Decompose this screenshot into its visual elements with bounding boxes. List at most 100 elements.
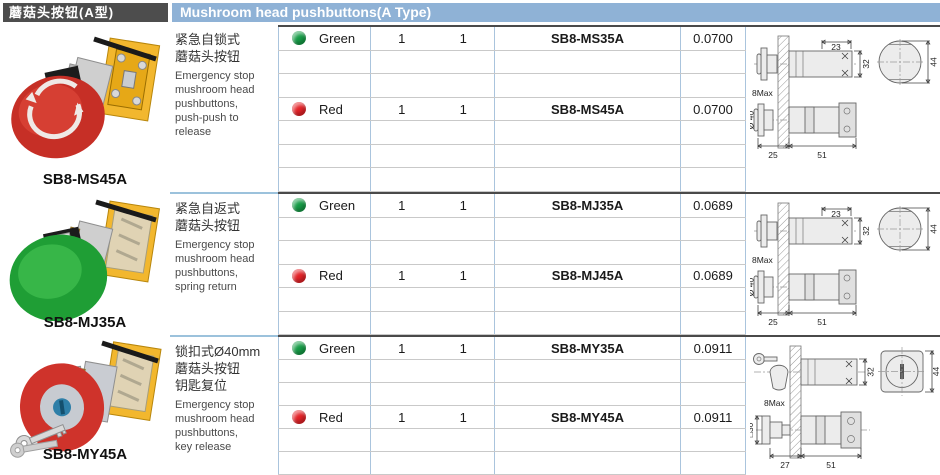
svg-text:27: 27 [780, 460, 790, 470]
table-row [278, 241, 746, 265]
contact-count-no: 1 [398, 30, 406, 46]
weight-value: 0.0911 [681, 337, 746, 359]
mushroom-dimension-drawing: 23 32 44 8Max [750, 202, 939, 327]
green-mushroom-button-photo [9, 199, 161, 321]
product-block-mj: SB8-MJ35A 紧急自返式 蘑菇头按钮 Emergency stop mus… [0, 192, 940, 335]
svg-text:□30: □30 [750, 422, 755, 437]
svg-text:51: 51 [817, 317, 827, 327]
table-row: Red 1 1 SB8-MJ45A 0.0689 [278, 264, 746, 288]
table-row [278, 429, 746, 452]
table-row [278, 288, 746, 312]
product-description: 锁扣式Ø40mm 蘑菇头按钮 钥匙复位 Emergency stop mushr… [170, 335, 278, 475]
table-row [278, 311, 746, 335]
contact-count-nc: 1 [459, 409, 467, 425]
product-blocks: SB8-MS45A 紧急自锁式 蘑菇头按钮 Emergency stop mus… [0, 25, 940, 475]
weight-value: 0.0911 [681, 406, 746, 428]
spec-table: Green 1 1 SB8-MY35A 0.0911 Red 1 1 SB8-MY4… [278, 337, 746, 475]
contact-count-no: 1 [398, 340, 406, 356]
svg-text:44: 44 [929, 224, 939, 234]
weight-value: 0.0689 [681, 194, 746, 217]
svg-text:8Max: 8Max [752, 88, 774, 98]
color-name: Green [319, 197, 356, 213]
description-english: Emergency stop mushroom head pushbuttons… [175, 69, 255, 139]
svg-text:Ø 40: Ø 40 [750, 111, 756, 130]
description-english: Emergency stop mushroom head pushbuttons… [175, 238, 255, 294]
red-color-dot [292, 410, 306, 424]
product-block-my: SB8-MY45A 锁扣式Ø40mm 蘑菇头按钮 钥匙复位 Emergency … [0, 335, 940, 475]
table-row [278, 168, 746, 193]
key-dimension-drawing: 32 44 8Max [750, 345, 940, 470]
color-name: Green [319, 30, 356, 46]
product-model-caption: SB8-MS45A [42, 171, 128, 188]
model-number: SB8-MY45A [495, 406, 681, 428]
product-model-caption: SB8-MY45A [42, 446, 128, 463]
model-number: SB8-MJ35A [495, 194, 681, 217]
dimension-drawing-cell: 23 32 44 8Max [746, 194, 940, 335]
color-name: Red [319, 268, 343, 284]
green-color-dot [292, 341, 306, 355]
model-number: SB8-MS35A [495, 27, 681, 50]
product-photo-cell: SB8-MS45A [0, 25, 170, 192]
table-row [278, 360, 746, 383]
table-row: Red 1 1 SB8-MS45A 0.0700 [278, 97, 746, 122]
dimension-drawing-cell: 23 32 44 8Max [746, 27, 940, 192]
svg-text:32: 32 [861, 59, 871, 69]
model-number: SB8-MJ45A [495, 264, 681, 287]
product-description: 紧急自锁式 蘑菇头按钮 Emergency stop mushroom head… [170, 25, 278, 192]
svg-text:25: 25 [768, 150, 778, 160]
header-title-english: Mushroom head pushbuttons(A Type) [172, 3, 940, 22]
contact-count-nc: 1 [459, 101, 467, 117]
contact-count-no: 1 [398, 101, 406, 117]
red-mushroom-button-photo [11, 36, 161, 159]
table-row [278, 50, 746, 75]
description-chinese: 紧急自返式 蘑菇头按钮 [175, 201, 241, 233]
svg-text:23: 23 [831, 209, 841, 219]
contact-count-nc: 1 [459, 30, 467, 46]
table-row: Red 1 1 SB8-MY45A 0.0911 [278, 406, 746, 429]
product-photo-cell: SB8-MJ35A [0, 192, 170, 335]
svg-text:25: 25 [768, 317, 778, 327]
green-color-dot [292, 198, 306, 213]
key-mushroom-button-photo [10, 340, 162, 458]
weight-value: 0.0689 [681, 264, 746, 287]
table-row [278, 74, 746, 98]
spec-table: Green 1 1 SB8-MS35A 0.0700 Red 1 1 SB8-MS4… [278, 27, 746, 193]
table-row: Green 1 1 SB8-MY35A 0.0911 [278, 337, 746, 360]
spec-table-wrap: Green 1 1 SB8-MJ35A 0.0689 Red 1 1 SB8-MJ4… [278, 192, 940, 335]
description-chinese: 紧急自锁式 蘑菇头按钮 [175, 32, 241, 64]
color-name: Green [319, 340, 356, 356]
model-number: SB8-MS45A [495, 97, 681, 121]
green-color-dot [292, 31, 306, 46]
svg-text:32: 32 [861, 226, 871, 236]
table-row [278, 217, 746, 241]
product-block-ms: SB8-MS45A 紧急自锁式 蘑菇头按钮 Emergency stop mus… [0, 25, 940, 193]
product-photo-cell: SB8-MY45A [0, 335, 170, 475]
dimension-drawing-cell: 32 44 8Max [746, 337, 940, 475]
table-row [278, 383, 746, 406]
red-color-dot [292, 268, 306, 283]
contact-count-no: 1 [398, 268, 406, 284]
spec-table-wrap: Green 1 1 SB8-MY35A 0.0911 Red 1 1 SB8-MY4… [278, 335, 940, 475]
product-description: 紧急自返式 蘑菇头按钮 Emergency stop mushroom head… [170, 192, 278, 335]
svg-text:8Max: 8Max [764, 398, 786, 408]
spec-table-wrap: Green 1 1 SB8-MS35A 0.0700 Red 1 1 SB8-MS4… [278, 25, 940, 193]
spec-table: Green 1 1 SB8-MJ35A 0.0689 Red 1 1 SB8-MJ4… [278, 194, 746, 335]
color-name: Red [319, 101, 343, 117]
header-title-chinese: 蘑菇头按钮(A型) [3, 3, 168, 22]
svg-text:8Max: 8Max [752, 255, 774, 265]
color-name: Red [319, 409, 343, 425]
weight-value: 0.0700 [681, 27, 746, 50]
table-row: Green 1 1 SB8-MJ35A 0.0689 [278, 194, 746, 218]
svg-text:51: 51 [826, 460, 836, 470]
contact-count-nc: 1 [459, 197, 467, 213]
svg-text:44: 44 [929, 57, 939, 67]
svg-text:32: 32 [866, 367, 876, 377]
weight-value: 0.0700 [681, 97, 746, 121]
page-header: 蘑菇头按钮(A型) Mushroom head pushbuttons(A Ty… [0, 3, 940, 22]
svg-text:51: 51 [817, 150, 827, 160]
table-row [278, 144, 746, 169]
description-english: Emergency stop mushroom head pushbuttons… [175, 398, 255, 453]
mushroom-dimension-drawing: 23 32 44 8Max [750, 35, 939, 160]
product-model-caption: SB8-MJ35A [43, 314, 127, 331]
